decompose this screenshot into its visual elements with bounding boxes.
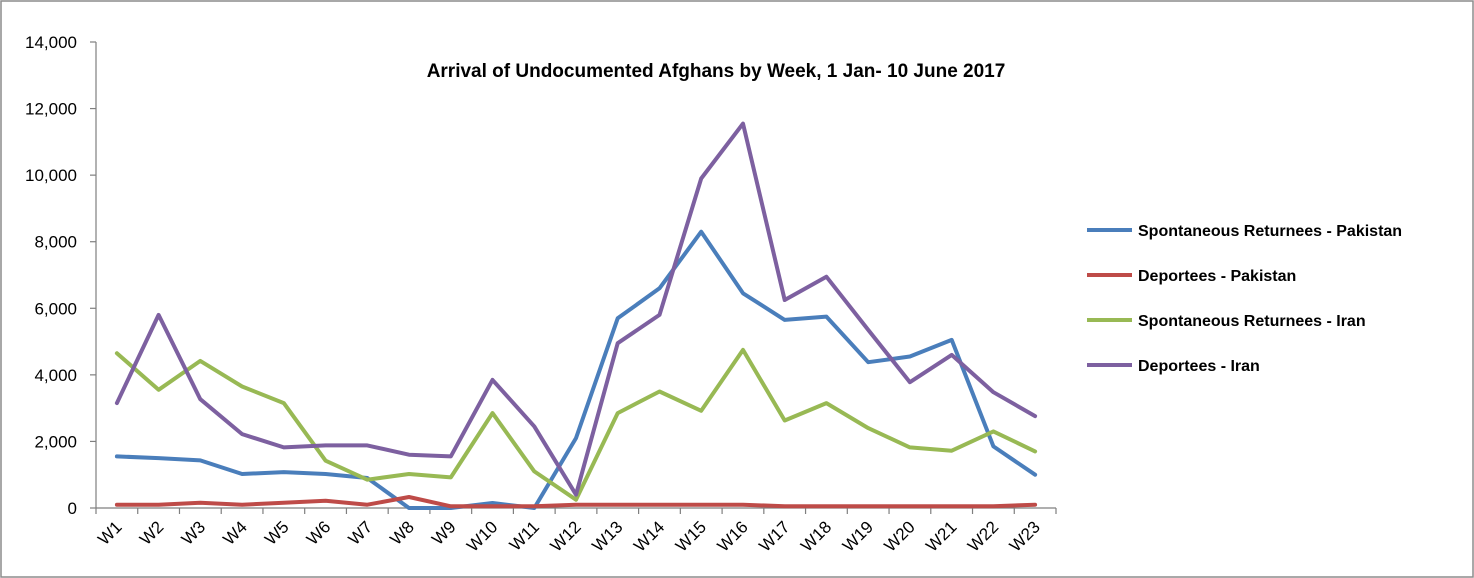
legend: Spontaneous Returnees - Pakistan Deportee… (1087, 223, 1402, 375)
legend-label: Spontaneous Returnees - Pakistan (1138, 223, 1402, 240)
legend-label: Spontaneous Returnees - Iran (1138, 313, 1366, 330)
y-tick-label: 12,000 (25, 100, 77, 119)
y-tick-label: 8,000 (34, 233, 77, 252)
y-tick-label: 2,000 (34, 432, 77, 451)
y-tick-label: 10,000 (25, 166, 77, 185)
y-tick-label: 0 (68, 499, 77, 518)
y-tick-label: 14,000 (25, 33, 77, 52)
series-layer (114, 121, 1038, 510)
series-line-deportees-iran (114, 121, 1038, 497)
chart-title: Arrival of Undocumented Afghans by Week,… (427, 61, 1006, 82)
legend-label: Deportees - Iran (1138, 358, 1260, 375)
y-tick-label: 4,000 (34, 366, 77, 385)
series-line-spontaneous-returnees-iran (114, 347, 1038, 502)
legend-label: Deportees - Pakistan (1138, 268, 1296, 285)
series-line-deportees-pakistan (114, 495, 1038, 509)
y-tick-label: 6,000 (34, 299, 77, 318)
series-line-spontaneous-returnees-pakistan (114, 229, 1038, 510)
